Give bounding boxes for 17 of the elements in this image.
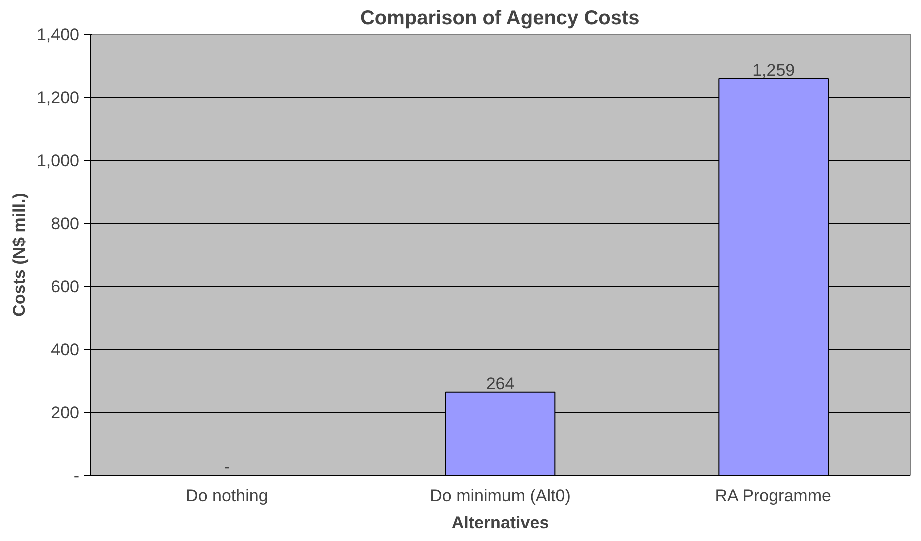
x-tick-label: RA Programme bbox=[715, 486, 832, 506]
x-tick-label: Do nothing bbox=[186, 486, 268, 506]
y-tick-label: 1,000 bbox=[36, 152, 80, 170]
y-tick-label: 600 bbox=[51, 278, 80, 296]
data-label: - bbox=[224, 458, 230, 476]
y-tick-label: 1,400 bbox=[36, 26, 80, 44]
data-label: 264 bbox=[486, 374, 515, 394]
y-axis-title: Costs (N$ mill.) bbox=[10, 193, 29, 317]
y-tick-label: 400 bbox=[51, 340, 80, 360]
x-axis-title: Alternatives bbox=[452, 514, 550, 532]
y-tick-label: 200 bbox=[51, 404, 80, 422]
data-label: 1,259 bbox=[752, 60, 796, 80]
chart-title: Comparison of Agency Costs bbox=[360, 8, 640, 30]
y-tick-label: - bbox=[74, 466, 80, 486]
y-tick-label: 1,200 bbox=[36, 88, 80, 108]
x-tick-label: Do minimum (Alt0) bbox=[430, 486, 571, 506]
y-tick-label: 800 bbox=[51, 214, 80, 234]
